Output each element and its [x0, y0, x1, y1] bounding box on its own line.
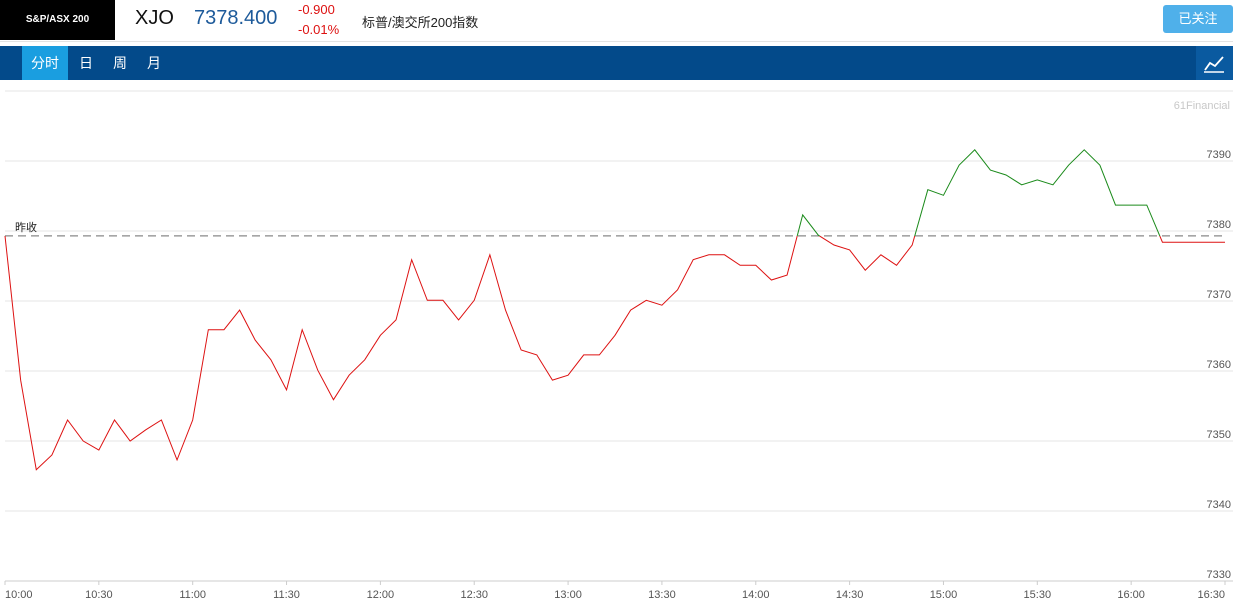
- y-tick-label: 7340: [1207, 499, 1231, 511]
- x-tick-label: 15:00: [930, 589, 958, 601]
- chart-type-icon[interactable]: [1196, 46, 1233, 80]
- x-tick-label: 12:30: [460, 589, 488, 601]
- tab[interactable]: 日: [79, 55, 93, 71]
- x-tick-label: 11:00: [179, 589, 206, 601]
- header-divider: [0, 41, 1233, 42]
- change-percent: -0.01%: [298, 22, 340, 37]
- icon-line: [1204, 56, 1224, 71]
- y-tick-label: 7390: [1207, 149, 1231, 161]
- symbol: XJO: [135, 7, 174, 29]
- x-tick-label: 13:00: [554, 589, 582, 601]
- tab[interactable]: 月: [147, 55, 161, 71]
- change: -0.900: [298, 2, 335, 17]
- prev-close-label: 昨收: [15, 220, 37, 234]
- x-tick-label: 15:30: [1024, 589, 1052, 601]
- tab[interactable]: 周: [113, 55, 127, 71]
- watermark: 61Financial: [1174, 100, 1230, 112]
- tab-bar: [0, 46, 1233, 80]
- index-name: S&P/ASX 200: [25, 14, 90, 25]
- x-tick-label: 11:30: [273, 589, 300, 601]
- x-tick-label: 16:00: [1117, 589, 1145, 601]
- x-tick-label: 16:30: [1197, 589, 1225, 601]
- tab[interactable]: 分时: [22, 46, 68, 80]
- y-tick-label: 7380: [1207, 219, 1231, 231]
- y-tick-label: 7370: [1207, 289, 1231, 301]
- x-tick-label: 10:00: [5, 589, 33, 601]
- price: 7378.400: [194, 7, 278, 29]
- icon-bg: [1196, 46, 1233, 80]
- x-tick-label: 13:30: [648, 589, 676, 601]
- full-name: 标普/澳交所200指数: [362, 15, 479, 30]
- y-tick-label: 7330: [1207, 569, 1231, 581]
- x-tick-label: 14:30: [836, 589, 864, 601]
- x-tick-label: 10:30: [85, 589, 113, 601]
- index-badge: [0, 0, 115, 40]
- x-tick-label: 12:00: [367, 589, 395, 601]
- y-tick-label: 7350: [1207, 429, 1231, 441]
- y-tick-label: 7360: [1207, 359, 1231, 371]
- follow-button[interactable]: 已关注: [1163, 5, 1233, 33]
- x-tick-label: 14:00: [742, 589, 770, 601]
- price-line: [4, 149, 1225, 471]
